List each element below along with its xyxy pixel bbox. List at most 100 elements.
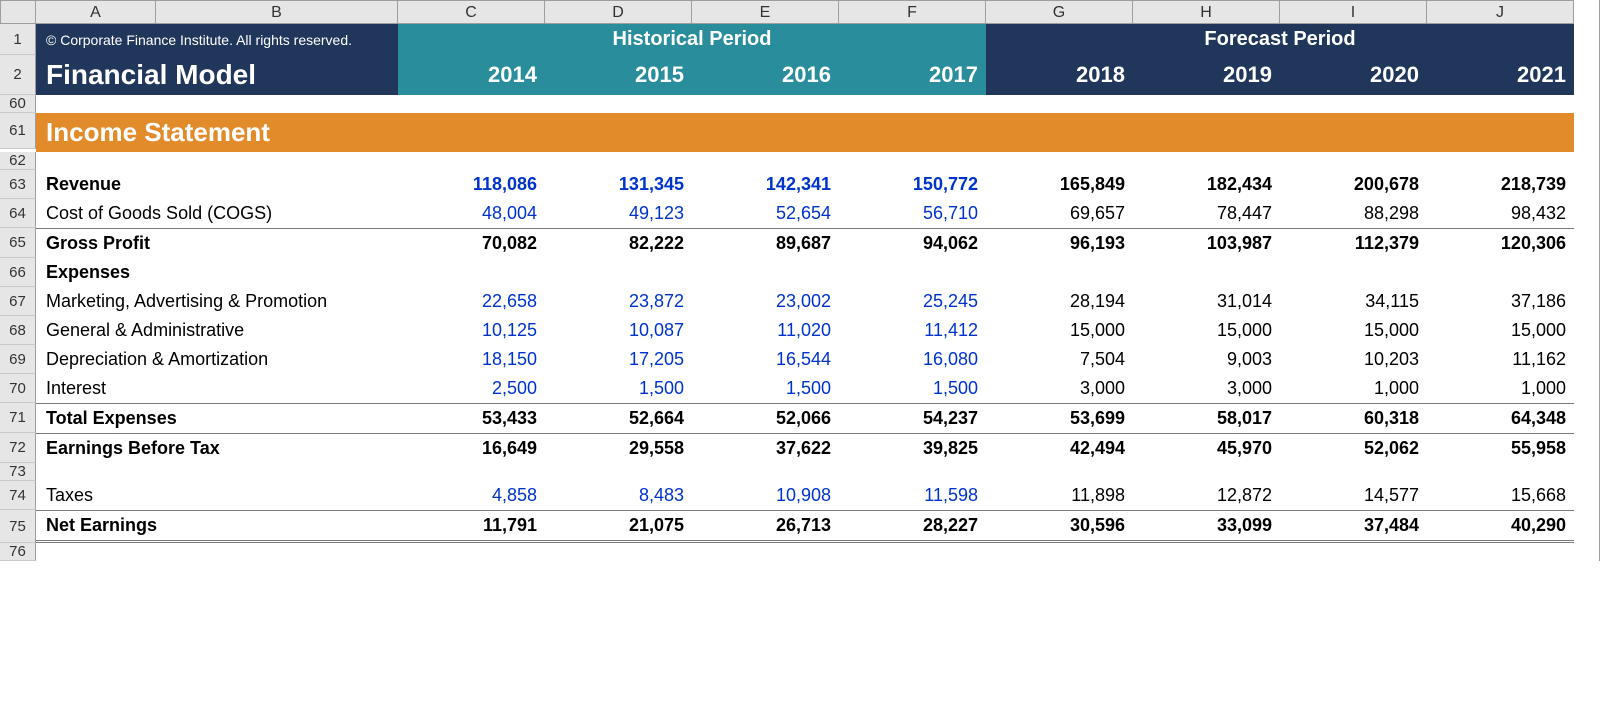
cell[interactable]: 131,345 xyxy=(545,170,692,199)
col-header-J[interactable]: J xyxy=(1427,0,1574,24)
cell[interactable]: 28,194 xyxy=(986,287,1133,316)
cell[interactable] xyxy=(839,258,986,287)
cell[interactable]: 11,162 xyxy=(1427,345,1574,374)
row-header-68[interactable]: 68 xyxy=(0,316,36,345)
cell[interactable]: 98,432 xyxy=(1427,199,1574,228)
cell[interactable]: 10,203 xyxy=(1280,345,1427,374)
cell[interactable]: 7,504 xyxy=(986,345,1133,374)
col-header-F[interactable]: F xyxy=(839,0,986,24)
year-2016[interactable]: 2016 xyxy=(692,55,839,95)
cell[interactable]: 15,000 xyxy=(986,316,1133,345)
cell[interactable]: 55,958 xyxy=(1427,433,1574,463)
blank-row[interactable] xyxy=(36,543,1574,561)
cell[interactable] xyxy=(986,258,1133,287)
col-header-A[interactable]: A xyxy=(36,0,156,24)
cell[interactable]: 150,772 xyxy=(839,170,986,199)
cell[interactable]: 58,017 xyxy=(1133,403,1280,433)
cell[interactable]: 11,598 xyxy=(839,481,986,510)
cell[interactable]: 40,290 xyxy=(1427,510,1574,543)
cell[interactable]: 48,004 xyxy=(398,199,545,228)
cell[interactable]: 53,699 xyxy=(986,403,1133,433)
cell[interactable]: 1,500 xyxy=(545,374,692,403)
cell[interactable]: 15,000 xyxy=(1427,316,1574,345)
cell[interactable]: 37,622 xyxy=(692,433,839,463)
row-header-72[interactable]: 72 xyxy=(0,433,36,463)
cell[interactable]: 42,494 xyxy=(986,433,1133,463)
cell[interactable]: 14,577 xyxy=(1280,481,1427,510)
cell[interactable]: 89,687 xyxy=(692,228,839,258)
cell[interactable]: 10,125 xyxy=(398,316,545,345)
cell[interactable]: 60,318 xyxy=(1280,403,1427,433)
cell[interactable]: 45,970 xyxy=(1133,433,1280,463)
cell[interactable] xyxy=(1133,258,1280,287)
year-2021[interactable]: 2021 xyxy=(1427,55,1574,95)
row-header-69[interactable]: 69 xyxy=(0,345,36,374)
col-header-H[interactable]: H xyxy=(1133,0,1280,24)
col-header-C[interactable]: C xyxy=(398,0,545,24)
row-header-73[interactable]: 73 xyxy=(0,463,36,481)
row-header-61[interactable]: 61 xyxy=(0,113,36,149)
cell[interactable]: 4,858 xyxy=(398,481,545,510)
cell[interactable]: 64,348 xyxy=(1427,403,1574,433)
cell[interactable]: 218,739 xyxy=(1427,170,1574,199)
cell[interactable]: 30,596 xyxy=(986,510,1133,543)
label-ga[interactable]: General & Administrative xyxy=(36,316,398,345)
year-2018[interactable]: 2018 xyxy=(986,55,1133,95)
year-2019[interactable]: 2019 xyxy=(1133,55,1280,95)
label-expenses[interactable]: Expenses xyxy=(36,258,398,287)
cell[interactable]: 200,678 xyxy=(1280,170,1427,199)
blank-row[interactable] xyxy=(36,463,1574,481)
cell[interactable]: 37,186 xyxy=(1427,287,1574,316)
cell[interactable]: 103,987 xyxy=(1133,228,1280,258)
row-header-67[interactable]: 67 xyxy=(0,287,36,316)
cell[interactable] xyxy=(1427,258,1574,287)
cell[interactable] xyxy=(692,258,839,287)
row-header-1[interactable]: 1 xyxy=(0,24,36,55)
cell[interactable]: 15,668 xyxy=(1427,481,1574,510)
cell[interactable]: 22,658 xyxy=(398,287,545,316)
blank-row[interactable] xyxy=(36,152,1574,170)
cell[interactable]: 96,193 xyxy=(986,228,1133,258)
cell[interactable]: 23,002 xyxy=(692,287,839,316)
year-2015[interactable]: 2015 xyxy=(545,55,692,95)
cell[interactable]: 3,000 xyxy=(1133,374,1280,403)
cell[interactable]: 52,066 xyxy=(692,403,839,433)
row-header-62[interactable]: 62 xyxy=(0,152,36,170)
cell[interactable]: 1,500 xyxy=(692,374,839,403)
row-header-76[interactable]: 76 xyxy=(0,543,36,561)
cell[interactable]: 21,075 xyxy=(545,510,692,543)
row-header-70[interactable]: 70 xyxy=(0,374,36,403)
cell[interactable] xyxy=(545,258,692,287)
cell[interactable]: 52,664 xyxy=(545,403,692,433)
row-header-65[interactable]: 65 xyxy=(0,228,36,258)
col-header-D[interactable]: D xyxy=(545,0,692,24)
cell[interactable]: 56,710 xyxy=(839,199,986,228)
label-gross-profit[interactable]: Gross Profit xyxy=(36,228,398,258)
label-marketing[interactable]: Marketing, Advertising & Promotion xyxy=(36,287,398,316)
label-total-expenses[interactable]: Total Expenses xyxy=(36,403,398,433)
cell[interactable]: 52,654 xyxy=(692,199,839,228)
cell[interactable]: 49,123 xyxy=(545,199,692,228)
label-cogs[interactable]: Cost of Goods Sold (COGS) xyxy=(36,199,398,228)
col-header-E[interactable]: E xyxy=(692,0,839,24)
cell[interactable]: 11,791 xyxy=(398,510,545,543)
cell[interactable]: 34,115 xyxy=(1280,287,1427,316)
cell[interactable]: 12,872 xyxy=(1133,481,1280,510)
row-header-74[interactable]: 74 xyxy=(0,481,36,510)
cell[interactable]: 88,298 xyxy=(1280,199,1427,228)
label-net-earnings[interactable]: Net Earnings xyxy=(36,510,398,543)
cell[interactable]: 118,086 xyxy=(398,170,545,199)
select-all-corner[interactable] xyxy=(0,0,36,24)
cell[interactable]: 112,379 xyxy=(1280,228,1427,258)
col-header-G[interactable]: G xyxy=(986,0,1133,24)
cell[interactable]: 94,062 xyxy=(839,228,986,258)
cell[interactable]: 16,080 xyxy=(839,345,986,374)
cell[interactable]: 8,483 xyxy=(545,481,692,510)
cell[interactable]: 54,237 xyxy=(839,403,986,433)
col-header-B[interactable]: B xyxy=(156,0,398,24)
cell[interactable]: 37,484 xyxy=(1280,510,1427,543)
cell[interactable]: 78,447 xyxy=(1133,199,1280,228)
cell[interactable]: 10,908 xyxy=(692,481,839,510)
cell[interactable]: 1,000 xyxy=(1427,374,1574,403)
label-interest[interactable]: Interest xyxy=(36,374,398,403)
